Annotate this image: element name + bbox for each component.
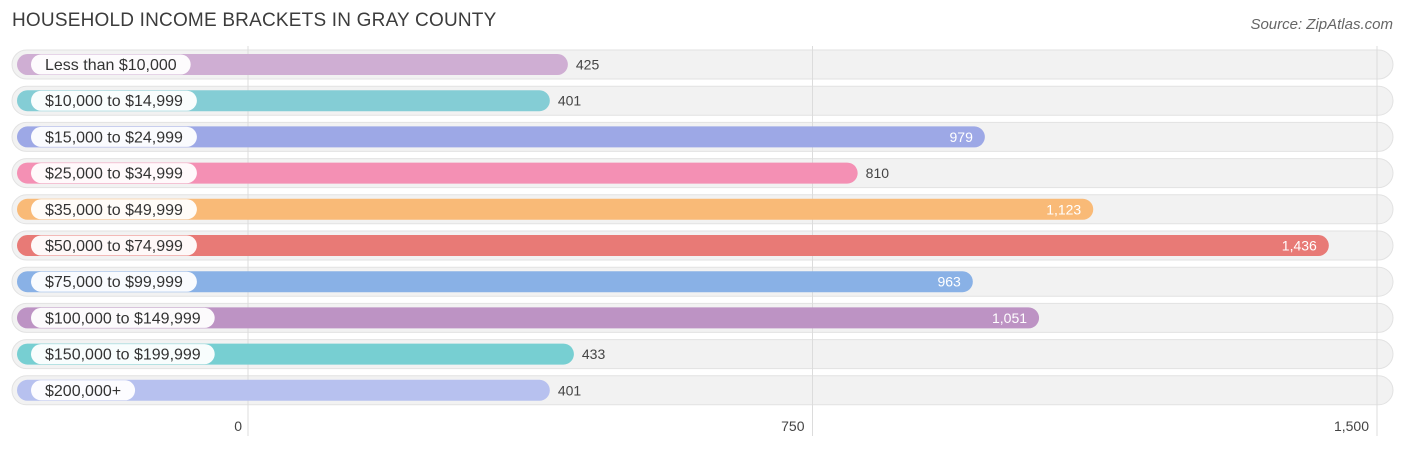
bar	[17, 379, 550, 401]
category-label: $10,000 to $14,999	[45, 93, 183, 110]
value-label: 433	[582, 346, 606, 362]
bar	[17, 271, 973, 293]
tick-label: 750	[781, 418, 805, 434]
value-label: 401	[558, 93, 582, 109]
category-pill	[31, 163, 197, 184]
category-pill	[31, 54, 191, 75]
value-label: 979	[950, 129, 974, 145]
bar	[17, 198, 1094, 220]
tick-label: 1,500	[1334, 418, 1369, 434]
category-label: $100,000 to $149,999	[45, 310, 201, 327]
value-label: 1,123	[1046, 201, 1081, 217]
value-label: 1,436	[1282, 238, 1317, 254]
category-pill	[31, 271, 197, 292]
category-pill	[31, 235, 197, 256]
value-label: 963	[937, 274, 961, 290]
value-label: 425	[576, 57, 600, 73]
chart-title: HOUSEHOLD INCOME BRACKETS IN GRAY COUNTY	[12, 10, 497, 31]
category-pill	[31, 344, 215, 365]
tick-label: 0	[234, 418, 242, 434]
category-pill	[31, 380, 136, 401]
category-label: $15,000 to $24,999	[45, 129, 183, 146]
category-label: $200,000+	[45, 383, 121, 400]
value-label: 401	[558, 382, 582, 398]
category-pill	[31, 199, 197, 220]
category-label: $75,000 to $99,999	[45, 274, 183, 291]
category-label: Less than $10,000	[45, 57, 177, 74]
category-pill	[31, 307, 215, 328]
bar	[17, 235, 1329, 256]
value-label: 810	[866, 165, 890, 181]
value-label: 1,051	[992, 310, 1027, 326]
category-label: $35,000 to $49,999	[45, 202, 183, 219]
category-label: $25,000 to $34,999	[45, 166, 183, 183]
category-pill	[31, 126, 197, 147]
chart-source: Source: ZipAtlas.com	[1250, 16, 1393, 33]
category-pill	[31, 90, 197, 111]
bar	[17, 126, 985, 148]
category-label: $50,000 to $74,999	[45, 238, 183, 255]
bar	[17, 307, 1040, 329]
bar	[17, 162, 858, 184]
category-label: $150,000 to $199,999	[45, 347, 201, 364]
